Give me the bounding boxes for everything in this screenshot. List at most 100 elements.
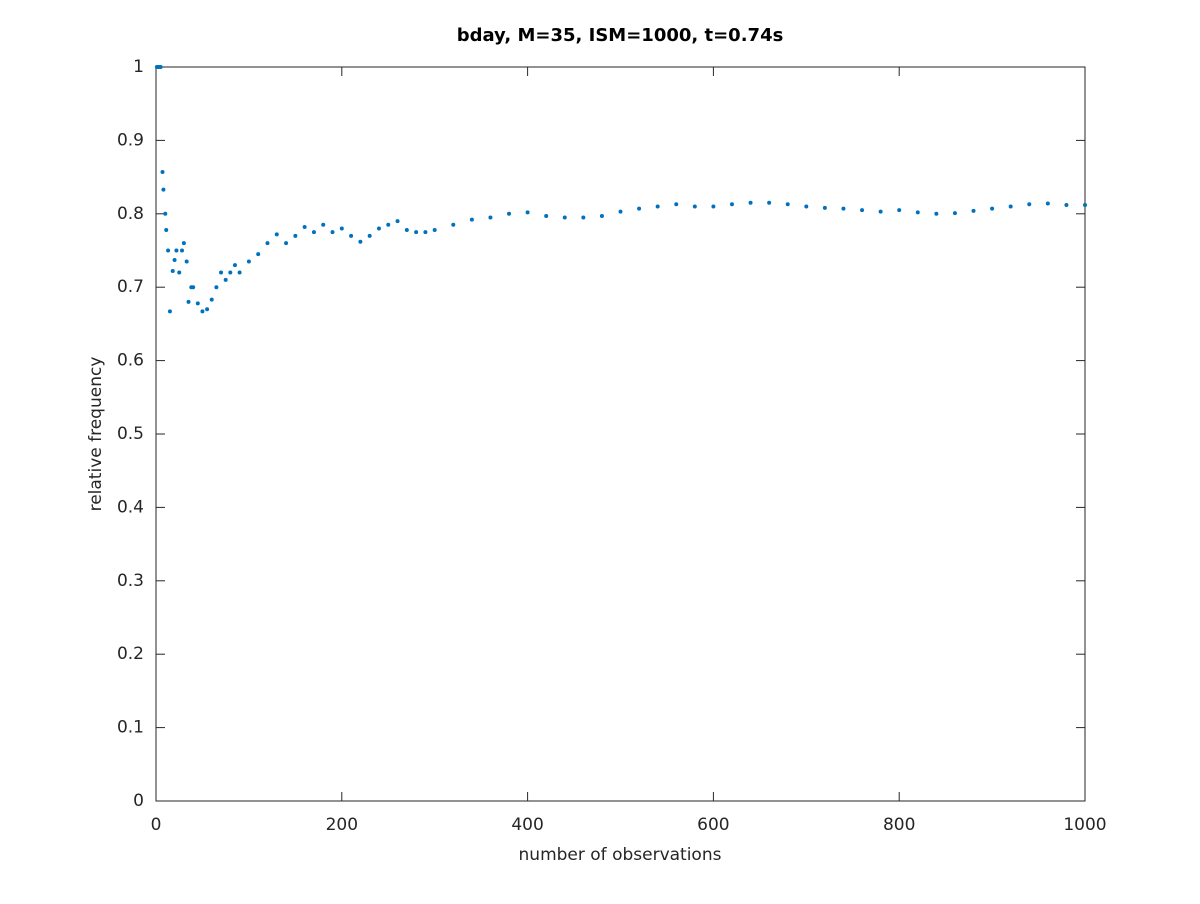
point [1045, 201, 1050, 206]
point [507, 211, 512, 216]
y-tick-label: 0.9 [117, 130, 144, 150]
point [822, 205, 827, 210]
point [158, 65, 163, 69]
point [1027, 202, 1032, 207]
point [209, 297, 214, 302]
point [637, 206, 642, 211]
point [172, 258, 177, 263]
y-tick-label: 0.6 [117, 351, 144, 371]
point [367, 233, 372, 238]
y-tick-label: 0.3 [117, 571, 144, 591]
point [246, 259, 251, 264]
point [804, 204, 809, 209]
point [1083, 202, 1087, 207]
point [284, 241, 289, 246]
y-tick-label: 0.4 [117, 497, 144, 517]
y-tick-label: 0.7 [117, 277, 144, 297]
point [164, 227, 169, 232]
point [404, 227, 409, 232]
point [256, 252, 261, 257]
point [432, 227, 437, 232]
point [451, 222, 456, 227]
x-tick-label: 0 [151, 815, 162, 835]
point [219, 270, 224, 275]
point [293, 233, 298, 238]
y-tick-label: 0.5 [117, 424, 144, 444]
point [184, 259, 189, 264]
point [878, 209, 883, 214]
point [934, 211, 939, 216]
point [186, 299, 191, 304]
point [767, 200, 772, 205]
point [785, 202, 790, 207]
point [692, 204, 697, 209]
point [265, 241, 270, 246]
point [655, 204, 660, 209]
y-tick-label: 0.1 [117, 718, 144, 738]
point [581, 215, 586, 220]
point [386, 222, 391, 227]
x-axis-label: number of observations [519, 845, 722, 865]
point [414, 230, 419, 235]
chart-title: bday, M=35, ISM=1000, t=0.74s [457, 25, 784, 46]
point [232, 263, 237, 268]
y-tick-label: 0.2 [117, 644, 144, 664]
point [544, 214, 549, 219]
point [562, 215, 567, 220]
point [174, 248, 179, 253]
point [274, 232, 279, 237]
point [599, 214, 604, 219]
y-tick-label: 1 [133, 57, 144, 77]
x-tick-label: 1000 [1063, 815, 1106, 835]
point [1008, 204, 1013, 209]
y-tick-label: 0.8 [117, 204, 144, 224]
point [952, 211, 957, 216]
point [488, 215, 493, 220]
point [395, 219, 400, 224]
point [376, 226, 381, 231]
point [971, 208, 976, 213]
point [223, 277, 228, 282]
point [674, 202, 679, 207]
point [469, 217, 474, 222]
point [237, 270, 242, 275]
point [170, 269, 175, 274]
point [990, 206, 995, 211]
point [160, 169, 165, 174]
point [161, 187, 166, 192]
point [358, 239, 363, 244]
point [330, 230, 335, 235]
point [321, 222, 326, 227]
point [200, 309, 205, 314]
point [195, 301, 200, 306]
point [349, 233, 354, 238]
point [339, 226, 344, 231]
point [860, 208, 865, 213]
y-tick-label: 0 [133, 791, 144, 811]
point [311, 230, 316, 235]
point [191, 285, 196, 290]
point [915, 210, 920, 215]
point [205, 307, 210, 312]
point [729, 202, 734, 207]
point [166, 248, 171, 253]
point [181, 241, 186, 246]
point [748, 200, 753, 205]
point [711, 204, 716, 209]
point [177, 270, 182, 275]
x-tick-label: 600 [697, 815, 729, 835]
x-tick-label: 800 [883, 815, 915, 835]
point [525, 210, 530, 215]
point [167, 309, 172, 314]
point [423, 230, 428, 235]
point [1064, 202, 1069, 207]
point [163, 211, 168, 216]
y-axis-label: relative frequency [86, 357, 106, 512]
point [228, 270, 233, 275]
point [180, 248, 185, 253]
point [841, 206, 846, 211]
x-tick-label: 200 [326, 815, 358, 835]
point [214, 285, 219, 290]
